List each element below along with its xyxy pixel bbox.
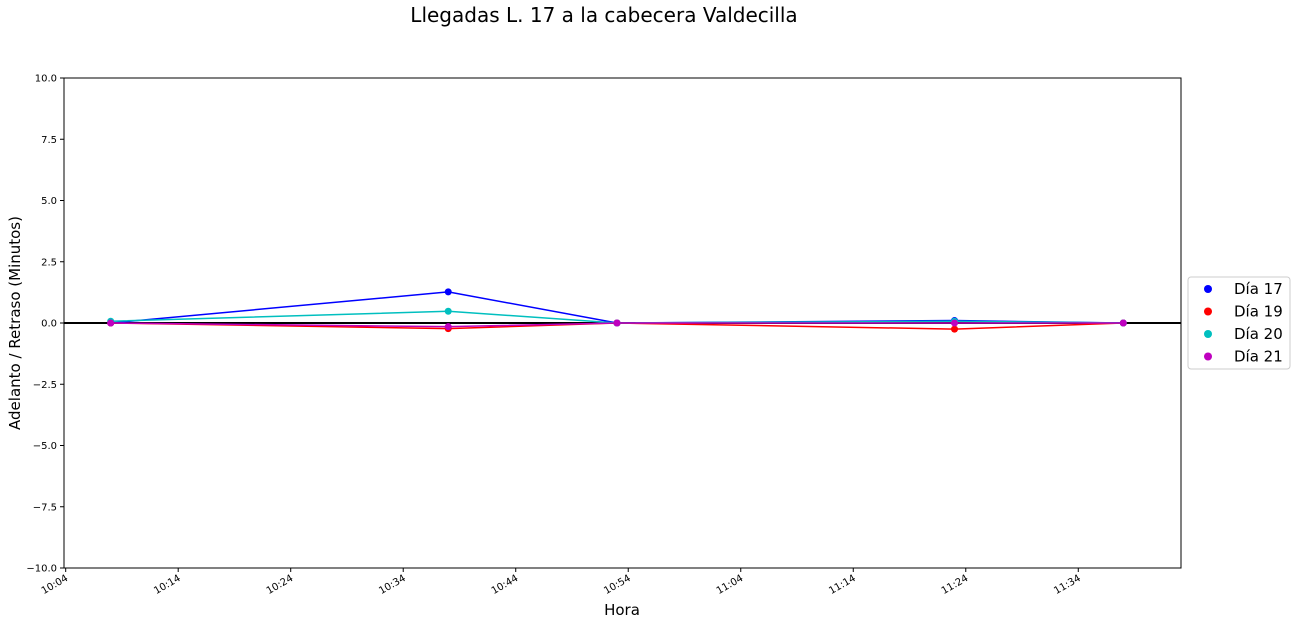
y-tick-label: 2.5 xyxy=(41,257,57,268)
legend-marker xyxy=(1204,285,1212,293)
data-point xyxy=(1119,319,1127,327)
data-point xyxy=(613,319,621,327)
data-point xyxy=(444,307,452,315)
x-tick-label: 10:24 xyxy=(265,573,295,597)
data-point xyxy=(444,288,452,296)
legend-label: Día 21 xyxy=(1234,348,1283,366)
legend-marker xyxy=(1204,307,1212,316)
y-tick-label: 10.0 xyxy=(35,74,57,85)
x-tick-label: 10:44 xyxy=(490,573,520,597)
x-tick-label: 10:14 xyxy=(152,573,182,597)
y-tick-label: 5.0 xyxy=(41,196,57,207)
y-tick-label: −2.5 xyxy=(33,380,57,391)
data-point xyxy=(444,323,452,331)
x-axis: 10:04 10:14 10:24 10:34 10:44 10:54 11:04 11:14… xyxy=(40,568,1083,597)
y-axis-label: Adelanto / Retraso (Minutos) xyxy=(6,216,24,430)
y-tick-label: −5.0 xyxy=(33,441,57,452)
legend-marker xyxy=(1204,330,1212,338)
series-line xyxy=(110,291,1124,324)
x-axis-label: Hora xyxy=(604,601,640,619)
legend: Día 17 Día 19 Día 20 Día 21 xyxy=(1187,276,1291,370)
x-tick-label: 10:04 xyxy=(40,573,70,597)
chart-title: Llegadas L. 17 a la cabecera Valdecilla xyxy=(410,3,797,27)
legend-marker xyxy=(1204,352,1212,361)
legend-label: Día 20 xyxy=(1234,325,1283,343)
data-point xyxy=(107,319,115,327)
series-group xyxy=(107,288,1127,333)
x-tick-label: 11:04 xyxy=(715,573,745,597)
x-tick-label: 10:34 xyxy=(377,573,407,597)
legend-label: Día 19 xyxy=(1234,303,1283,321)
data-point xyxy=(951,319,959,327)
legend-label: Día 17 xyxy=(1234,280,1283,298)
legend-box xyxy=(1187,276,1291,370)
x-tick-label: 11:24 xyxy=(940,573,970,597)
y-axis: 10.0 7.5 5.0 2.5 0.0 −2.5 −5.0 −7.5 −10.0 xyxy=(26,74,64,575)
x-tick-label: 11:34 xyxy=(1052,573,1082,597)
y-tick-label: −7.5 xyxy=(33,502,57,513)
y-tick-label: −10.0 xyxy=(26,564,57,575)
x-tick-label: 11:14 xyxy=(827,573,857,597)
data-point xyxy=(951,325,959,333)
y-tick-label: 0.0 xyxy=(41,319,57,330)
y-tick-label: 7.5 xyxy=(41,135,57,146)
x-tick-label: 10:54 xyxy=(602,573,632,597)
